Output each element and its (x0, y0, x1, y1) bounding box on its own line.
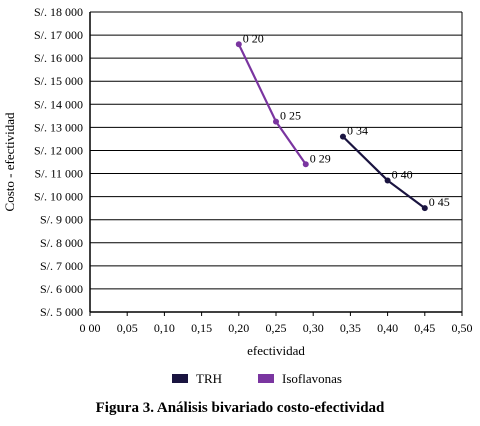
x-axis-title: efectividad (247, 343, 305, 358)
y-tick-labels: S/. 5 000 S/. 6 000 S/. 7 000 S/. 8 000 S/. … (34, 5, 83, 319)
figure-caption: Figura 3. Análisis bivariado costo-efect… (95, 400, 385, 416)
y-tick-label: S/. 10 000 (34, 190, 83, 204)
legend: TRH Isoflavonas (172, 371, 342, 386)
data-label-trh: 0 34 (347, 124, 368, 138)
x-tick-label: 0 00 (80, 321, 101, 335)
legend-label-trh: TRH (196, 371, 222, 386)
y-tick-label: S/. 8 000 (40, 236, 83, 250)
data-point-isoflavonas (235, 41, 242, 48)
y-tick-label: S/. 13 000 (34, 120, 83, 134)
x-tick-labels: 0 00 0,05 0,10 0,15 0,20 0,25 0,30 0,35 0,40 0,45… (80, 312, 473, 335)
x-tick-label: 0,20 (228, 321, 249, 335)
legend-swatch-isoflavonas (258, 374, 274, 383)
data-label-trh: 0 40 (392, 167, 413, 181)
y-tick-label: S/. 17 000 (34, 28, 83, 42)
x-tick-label: 0,30 (303, 321, 324, 335)
y-tick-label: S/. 11 000 (34, 167, 83, 181)
x-tick-label: 0,25 (266, 321, 287, 335)
y-tick-label: S/. 6 000 (40, 282, 83, 296)
x-tick-label: 0,05 (117, 321, 138, 335)
data-label-isoflavonas: 0 20 (243, 31, 264, 45)
legend-label-isoflavonas: Isoflavonas (282, 371, 342, 386)
x-tick-label: 0,40 (377, 321, 398, 335)
y-tick-label: S/. 16 000 (34, 51, 83, 65)
data-label-trh: 0 45 (429, 195, 450, 209)
data-point-trh (384, 177, 391, 184)
gridlines (90, 11, 463, 312)
y-tick-label: S/. 12 000 (34, 143, 83, 157)
y-tick-label: S/. 15 000 (34, 74, 83, 88)
x-tick-label: 0,50 (452, 321, 473, 335)
series-layer: 0 34 0 40 0 45 0 20 0 25 0 29 (235, 31, 450, 212)
y-tick-label: S/. 9 000 (40, 213, 83, 227)
data-point-isoflavonas (302, 161, 309, 168)
y-tick-label: S/. 18 000 (34, 5, 83, 19)
y-axis-title: Costo - efectividad (2, 112, 17, 211)
cost-effectiveness-chart: S/. 5 000 S/. 6 000 S/. 7 000 S/. 8 000 S/. … (2, 5, 473, 386)
y-tick-label: S/. 7 000 (40, 259, 83, 273)
data-label-isoflavonas: 0 25 (280, 109, 301, 123)
data-point-isoflavonas (273, 118, 279, 125)
data-point-trh (339, 133, 346, 140)
x-tick-label: 0,35 (340, 321, 361, 335)
data-point-trh (421, 205, 428, 212)
x-tick-label: 0,10 (154, 321, 175, 335)
y-tick-label: S/. 5 000 (40, 305, 83, 319)
x-tick-label: 0,15 (191, 321, 212, 335)
legend-swatch-trh (172, 374, 188, 383)
x-tick-label: 0,45 (414, 321, 435, 335)
data-label-isoflavonas: 0 29 (310, 151, 331, 165)
y-tick-label: S/. 14 000 (34, 97, 83, 111)
